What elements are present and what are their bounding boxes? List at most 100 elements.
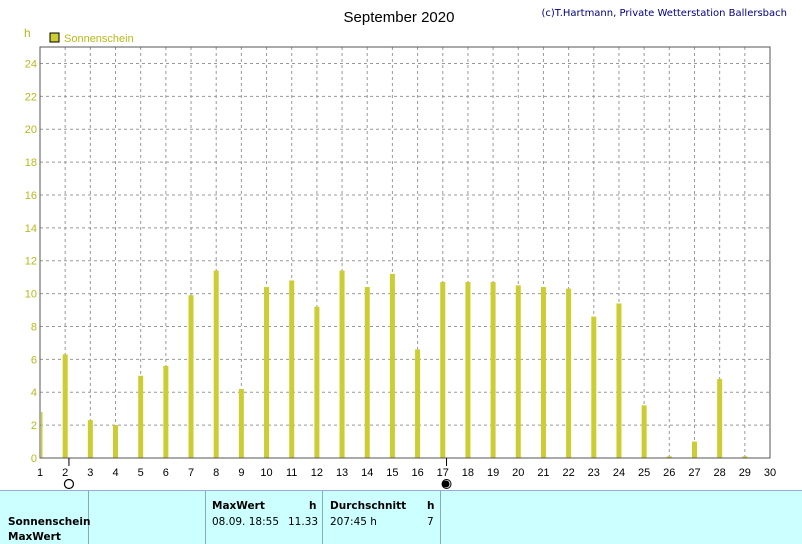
x-tick-label: 23	[588, 467, 600, 479]
bar-day-12	[314, 306, 320, 458]
x-tick-label: 2	[62, 467, 68, 479]
row-label-maxwert: MaxWert	[8, 531, 61, 543]
max-date: 08.09. 18:55	[212, 516, 279, 528]
x-tick-label: 14	[361, 467, 373, 479]
sunshine-chart: September 2020 (c)T.Hartmann, Private We…	[24, 8, 787, 490]
legend-swatch	[49, 32, 60, 43]
new-moon-disc	[442, 480, 450, 488]
x-tick-label: 9	[238, 467, 244, 479]
x-tick-label: 10	[260, 467, 272, 479]
y-axis-label: h	[24, 26, 31, 40]
plot-frame	[39, 46, 771, 459]
x-tick-label: 16	[411, 467, 423, 479]
bar-day-4	[113, 425, 119, 458]
x-tick-label: 25	[638, 467, 650, 479]
x-tick-label: 1	[37, 467, 43, 479]
bar-day-24	[616, 303, 622, 458]
summary-table: Sonnenschein MaxWert MaxWert h 08.09. 18…	[0, 490, 802, 544]
x-tick-label: 30	[764, 467, 776, 479]
y-tick-label: 14	[25, 223, 37, 235]
bar-day-7	[188, 295, 194, 458]
y-tick-label: 6	[31, 354, 37, 366]
x-tick-label: 15	[386, 467, 398, 479]
avg-unit: h	[427, 500, 435, 512]
x-tick-label: 19	[487, 467, 499, 479]
summary-empty-column	[89, 491, 206, 544]
y-tick-label: 10	[25, 289, 37, 301]
bar-day-18	[465, 282, 471, 458]
summary-max-column: MaxWert h 08.09. 18:55 11.33	[206, 491, 323, 544]
bar-day-11	[289, 280, 295, 458]
x-tick-label: 21	[537, 467, 549, 479]
y-tick-label: 0	[31, 453, 37, 465]
x-tick-label: 11	[286, 467, 297, 479]
new-moon-icon	[441, 479, 452, 489]
avg-header: Durchschnitt	[330, 500, 407, 512]
row-label-sonnenschein: Sonnenschein	[8, 516, 91, 528]
full-moon-icon	[63, 478, 75, 490]
y-tick-label: 4	[31, 387, 37, 399]
x-tick-label: 20	[512, 467, 524, 479]
x-tick-label: 4	[112, 467, 118, 479]
x-tick-label: 27	[688, 467, 700, 479]
max-unit: h	[309, 500, 317, 512]
legend-label: Sonnenschein	[64, 33, 134, 45]
y-tick-label: 16	[25, 190, 37, 202]
x-tick-label: 3	[87, 467, 93, 479]
bar-day-27	[691, 441, 697, 458]
max-value: 11.33	[288, 516, 319, 528]
bar-day-15	[389, 273, 395, 458]
x-tick-label: 17	[437, 467, 449, 479]
y-tick-label: 12	[25, 256, 37, 268]
bars	[41, 270, 748, 458]
bar-day-5	[138, 375, 144, 458]
grid	[40, 47, 770, 458]
chart-title: September 2020	[344, 9, 455, 26]
bar-day-1	[41, 411, 43, 458]
bar-day-19	[490, 282, 496, 458]
x-tick-label: 24	[613, 467, 625, 479]
bar-day-13	[339, 270, 345, 458]
new-moon-shade	[442, 479, 447, 489]
x-tick-label: 13	[336, 467, 348, 479]
credit-text: (c)T.Hartmann, Private Wetterstation Bal…	[541, 8, 787, 19]
bar-day-25	[641, 405, 647, 458]
bar-day-22	[566, 288, 572, 458]
bar-day-3	[87, 420, 93, 458]
bar-day-21	[540, 287, 546, 458]
x-tick-label: 18	[462, 467, 474, 479]
bar-day-9	[238, 388, 244, 458]
bar-day-16	[415, 349, 421, 458]
avg-value: 7	[427, 516, 434, 528]
x-tick-label: 22	[562, 467, 574, 479]
bar-day-10	[264, 287, 270, 458]
x-tick-label: 26	[663, 467, 675, 479]
y-tick-label: 18	[25, 157, 37, 169]
bar-day-26	[666, 456, 672, 458]
bar-day-23	[591, 316, 597, 458]
bar-day-2	[62, 354, 68, 458]
x-tick-label: 7	[188, 467, 194, 479]
x-tick-label: 12	[311, 467, 323, 479]
x-tick-labels: 1 2 3 4 5 6 7 8 9 10 11 12 13 14 15 16 17 18 19 20 21 22 23 24 2…	[37, 467, 776, 479]
x-tick-label: 29	[739, 467, 751, 479]
bar-day-29	[742, 456, 748, 458]
avg-total: 207:45 h	[330, 516, 377, 528]
x-tick-label: 5	[138, 467, 144, 479]
bar-day-6	[163, 365, 169, 458]
bar-day-28	[717, 379, 723, 458]
bar-day-20	[515, 285, 521, 458]
y-tick-label: 20	[25, 124, 37, 136]
bar-day-8	[213, 270, 219, 458]
y-tick-label: 24	[25, 58, 37, 70]
max-header: MaxWert	[212, 500, 265, 512]
moon-phases	[63, 458, 452, 490]
summary-avg-column: Durchschnitt h 207:45 h 7	[323, 491, 441, 544]
bar-day-14	[364, 287, 370, 458]
x-tick-label: 28	[714, 467, 726, 479]
bar-day-17	[440, 282, 446, 458]
y-tick-label: 2	[31, 420, 37, 432]
x-tick-label: 8	[213, 467, 219, 479]
summary-label-column: Sonnenschein MaxWert	[0, 491, 91, 544]
